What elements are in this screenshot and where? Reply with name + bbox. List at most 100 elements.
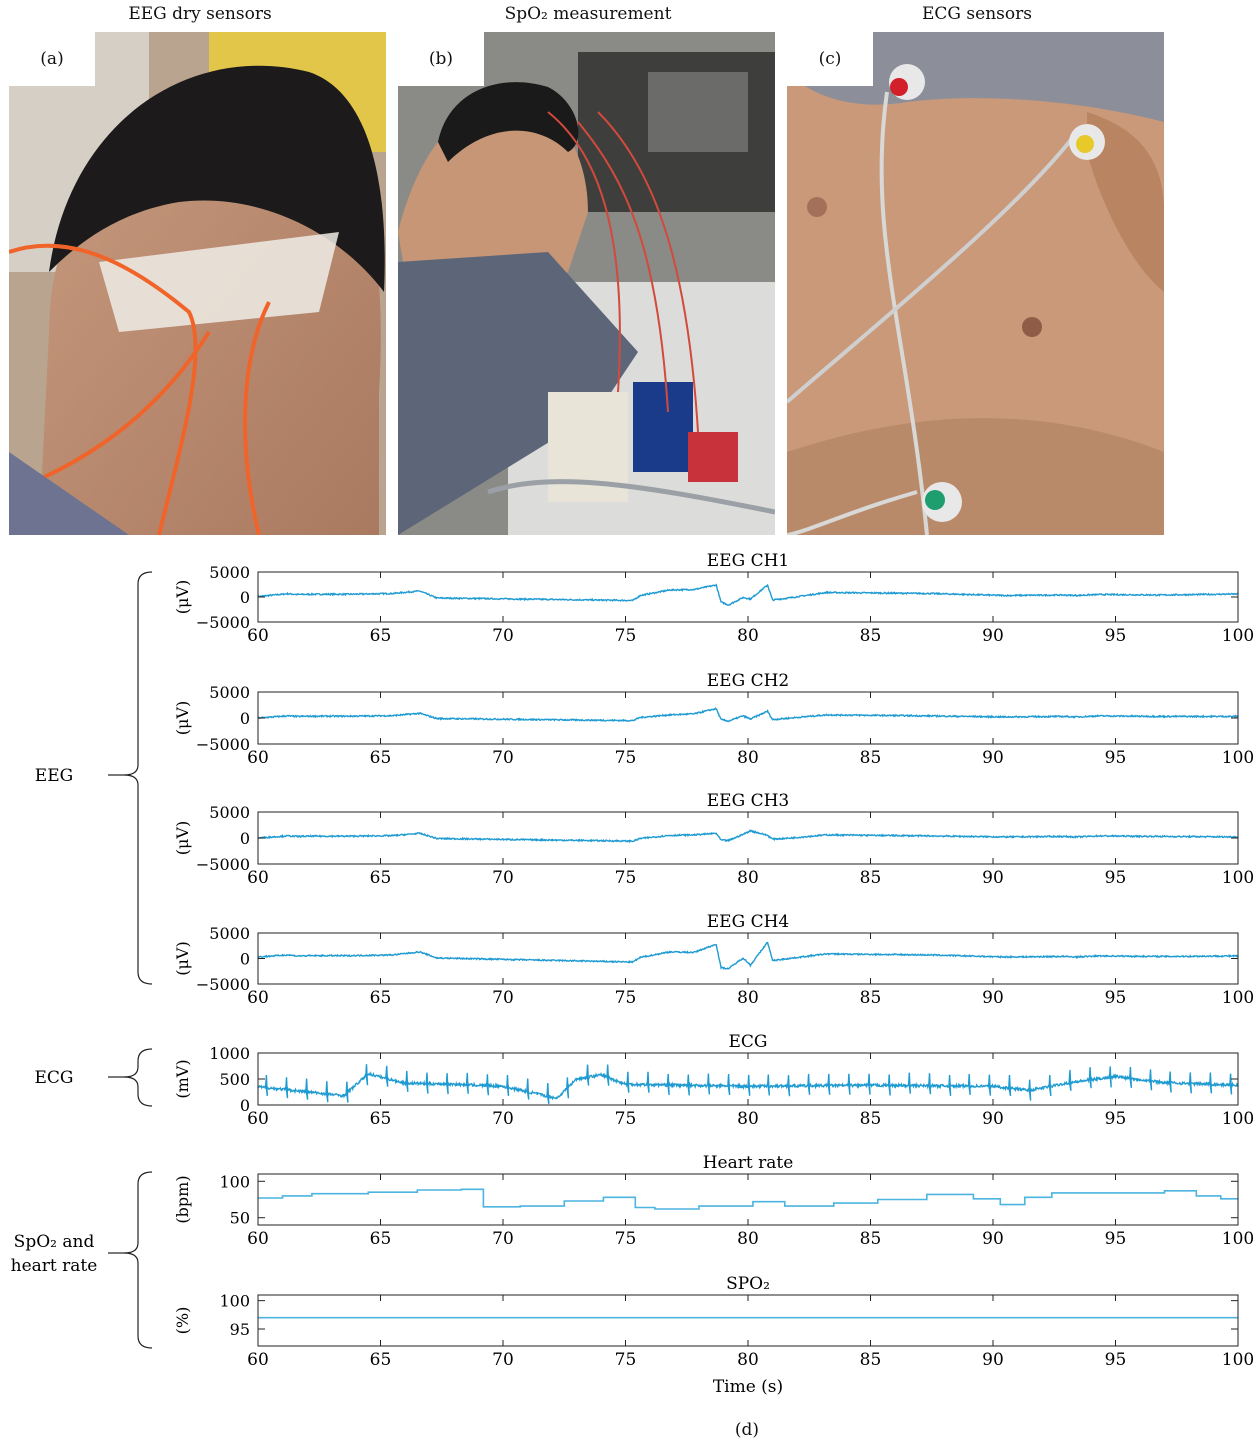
x-tick-label: 75: [615, 626, 637, 646]
x-tick-label: 70: [492, 1350, 514, 1370]
group-bracket: [123, 1171, 153, 1349]
chart-0: EEG CH1 60 65 70 75 80 85 90 95 100 5000 0 −5000(μV): [173, 551, 1254, 646]
x-tick-label: 70: [492, 868, 514, 888]
x-tick-label: 80: [737, 626, 759, 646]
series-line: [258, 1188, 1238, 1210]
chart-3: EEG CH4 60 65 70 75 80 85 90 95 100 5000 0 −5000(μV): [173, 912, 1254, 1008]
y-tick-label: 50: [230, 1209, 250, 1228]
group-bracket: [123, 1048, 153, 1107]
x-tick-label: 65: [370, 1229, 392, 1249]
y-tick-label: 5000: [209, 683, 250, 702]
group-bracket: [123, 571, 153, 985]
x-tick-label: 85: [860, 1350, 882, 1370]
axes-box: [257, 571, 1239, 623]
x-tick-label: 60: [247, 868, 269, 888]
x-tick-label: 75: [615, 748, 637, 768]
x-tick-label: 85: [860, 1229, 882, 1249]
x-tick-label: 90: [982, 868, 1004, 888]
x-tick-label: 90: [982, 1350, 1004, 1370]
chart-title: EEG CH4: [707, 912, 789, 932]
group-label: ECG: [35, 1068, 74, 1088]
series-line: [258, 829, 1238, 844]
group-label: SpO₂ and: [14, 1232, 95, 1252]
x-tick-label: 70: [492, 748, 514, 768]
photo-spo2-measurement: (b): [398, 32, 775, 535]
x-tick-label: 80: [737, 748, 759, 768]
x-tick-label: 95: [1105, 1229, 1127, 1249]
series-line: [258, 1064, 1238, 1105]
chart-2: EEG CH3 60 65 70 75 80 85 90 95 100 5000 0 −5000(μV): [173, 791, 1254, 888]
series-line: [258, 707, 1238, 723]
series-line: [258, 941, 1238, 970]
chart-title: EEG CH1: [707, 551, 789, 571]
y-tick-label: 100: [219, 1292, 250, 1311]
x-tick-label: 100: [1222, 1229, 1254, 1249]
chart-title: Heart rate: [703, 1153, 794, 1173]
x-tick-label: 60: [247, 748, 269, 768]
x-tick-label: 85: [860, 988, 882, 1008]
x-tick-label: 75: [615, 1229, 637, 1249]
y-tick-label: −5000: [196, 613, 250, 632]
x-tick-label: 65: [370, 626, 392, 646]
x-tick-label: 60: [247, 1109, 269, 1129]
x-tick-label: 75: [615, 988, 637, 1008]
y-axis-label: (mV): [173, 1059, 192, 1098]
photo-title-a: EEG dry sensors: [128, 4, 272, 24]
chart-5: Heart rate 60 65 70 75 80 85 90 95 100 100 50 (bpm): [173, 1153, 1254, 1249]
x-axis-label: Time (s): [713, 1377, 783, 1397]
y-tick-label: 95: [230, 1320, 250, 1339]
y-axis-label: (μV): [173, 941, 192, 975]
x-tick-label: 80: [737, 988, 759, 1008]
photo-title-c: ECG sensors: [922, 4, 1032, 24]
x-tick-label: 95: [1105, 1350, 1127, 1370]
group-label: EEG: [35, 766, 73, 786]
x-tick-label: 60: [247, 988, 269, 1008]
x-tick-label: 65: [370, 868, 392, 888]
x-tick-label: 100: [1222, 748, 1254, 768]
x-tick-label: 95: [1105, 626, 1127, 646]
chart-title: SPO₂: [726, 1274, 770, 1294]
x-tick-label: 70: [492, 1229, 514, 1249]
x-tick-label: 70: [492, 626, 514, 646]
axes-box: [257, 811, 1239, 865]
x-tick-label: 60: [247, 1350, 269, 1370]
panel-tag-d: (d): [734, 1420, 760, 1440]
x-tick-label: 100: [1222, 626, 1254, 646]
y-tick-label: 0: [240, 1096, 250, 1115]
x-tick-label: 65: [370, 988, 392, 1008]
x-tick-label: 80: [737, 868, 759, 888]
x-tick-label: 65: [370, 1350, 392, 1370]
panel-tag-b: (b): [398, 32, 484, 86]
x-tick-label: 75: [615, 868, 637, 888]
x-tick-label: 95: [1105, 1109, 1127, 1129]
x-tick-label: 90: [982, 1229, 1004, 1249]
y-tick-label: 0: [240, 950, 250, 969]
x-tick-label: 95: [1105, 988, 1127, 1008]
chart-6: SPO₂ 60 65 70 75 80 85 90 95 100 100 95 (%) Time (s): [173, 1274, 1254, 1397]
y-axis-label: (%): [173, 1307, 192, 1335]
y-tick-label: 500: [219, 1070, 250, 1089]
x-tick-label: 100: [1222, 1109, 1254, 1129]
group-label: heart rate: [11, 1256, 98, 1276]
x-tick-label: 90: [982, 988, 1004, 1008]
y-tick-label: 5000: [209, 563, 250, 582]
x-tick-label: 95: [1105, 748, 1127, 768]
x-tick-label: 95: [1105, 868, 1127, 888]
x-tick-label: 65: [370, 1109, 392, 1129]
x-tick-label: 65: [370, 748, 392, 768]
y-tick-label: 0: [240, 588, 250, 607]
x-tick-label: 60: [247, 626, 269, 646]
y-axis-label: (μV): [173, 821, 192, 855]
y-tick-label: −5000: [196, 975, 250, 994]
x-tick-label: 70: [492, 988, 514, 1008]
axes-box: [257, 1294, 1239, 1347]
y-tick-label: 1000: [209, 1044, 250, 1063]
x-tick-label: 75: [615, 1350, 637, 1370]
photo-title-b: SpO₂ measurement: [504, 4, 672, 24]
axes-box: [257, 932, 1239, 985]
y-tick-label: 5000: [209, 924, 250, 943]
x-tick-label: 85: [860, 626, 882, 646]
panel-tag-a: (a): [9, 32, 95, 86]
x-tick-label: 90: [982, 748, 1004, 768]
x-tick-label: 85: [860, 868, 882, 888]
